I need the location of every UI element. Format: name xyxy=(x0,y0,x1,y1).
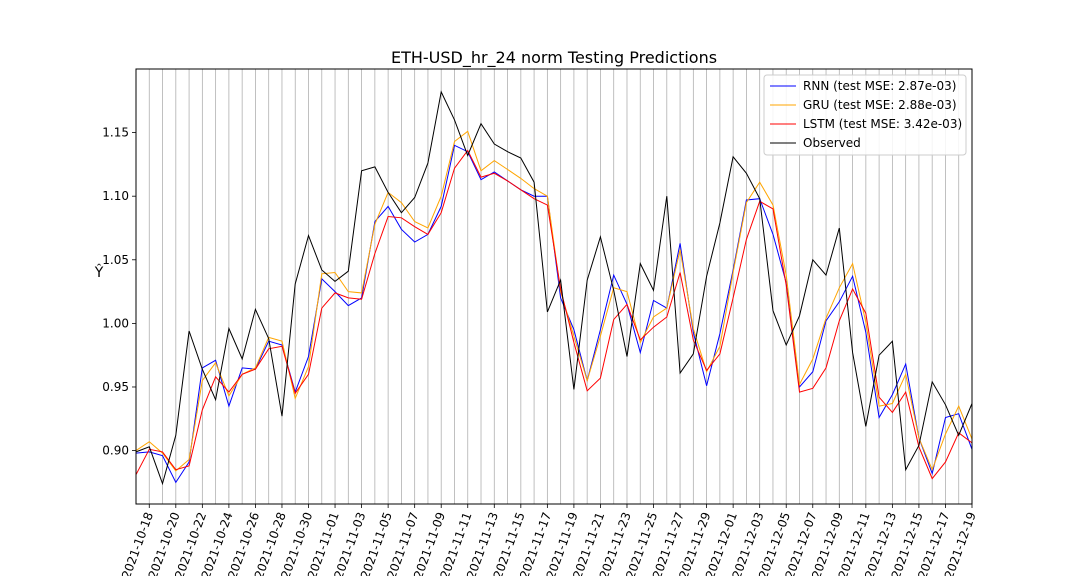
y-axis-label: Ŷ xyxy=(94,263,104,281)
legend-label: RNN (test MSE: 2.87e-03) xyxy=(803,79,956,93)
legend: RNN (test MSE: 2.87e-03) GRU (test MSE: 2… xyxy=(763,74,967,156)
y-tick-label: 1.15 xyxy=(102,126,129,140)
y-tick-label: 1.05 xyxy=(102,253,129,267)
legend-label: GRU (test MSE: 2.88e-03) xyxy=(803,98,957,112)
series-line-rnn xyxy=(135,144,973,484)
x-axis: 2021-10-182021-10-202021-10-222021-10-24… xyxy=(119,504,979,576)
series-lines xyxy=(135,90,973,486)
legend-label: LSTM (test MSE: 3.42e-03) xyxy=(803,117,962,131)
legend-box xyxy=(763,74,967,156)
series-line-lstm xyxy=(135,149,973,480)
plot-frame xyxy=(135,68,973,505)
y-tick-label: 1.00 xyxy=(102,316,129,330)
y-tick-label: 0.95 xyxy=(102,380,129,394)
legend-label: Observed xyxy=(803,136,861,150)
y-tick-label: 1.10 xyxy=(102,189,129,203)
chart-title: ETH-USD_hr_24 norm Testing Predictions xyxy=(391,48,717,68)
series-line-observed xyxy=(135,90,973,486)
y-tick-label: 0.90 xyxy=(102,444,129,458)
y-axis: 0.90 0.95 1.00 1.05 1.10 1.15 xyxy=(102,126,136,458)
